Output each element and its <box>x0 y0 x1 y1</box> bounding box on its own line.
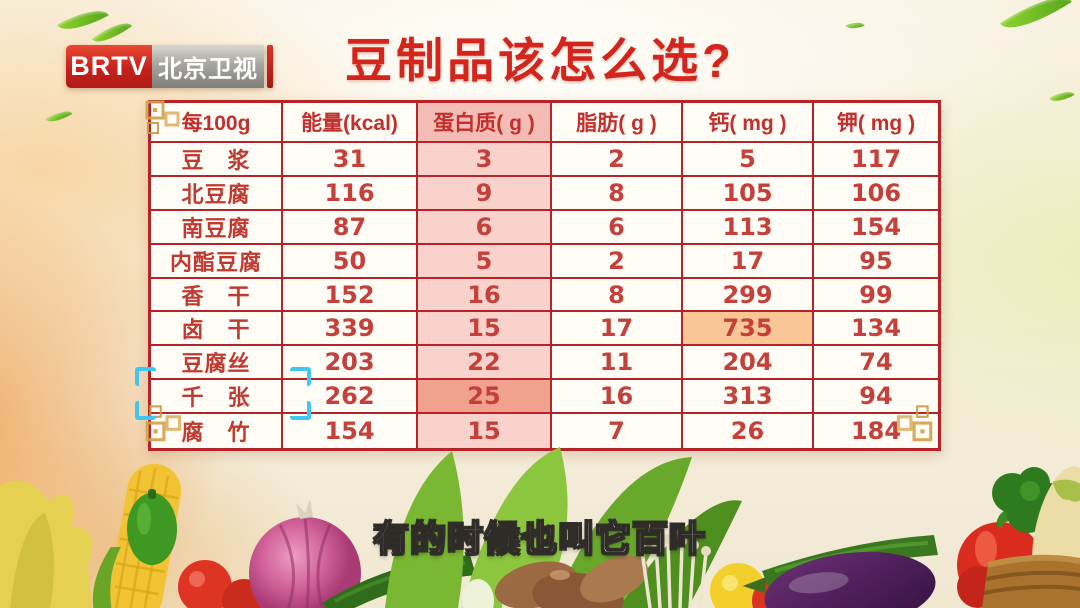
value-cell: 2 <box>552 244 683 279</box>
header-cell: 钾( mg ) <box>814 103 938 143</box>
row-label: 豆 浆 <box>151 143 283 177</box>
vegetables-banner <box>0 447 1080 608</box>
value-cell: 117 <box>814 143 938 177</box>
channel-logo-abbr: BRTV <box>66 45 152 88</box>
value-cell: 94 <box>814 380 938 415</box>
value-cell: 5 <box>418 244 552 279</box>
value-cell: 74 <box>814 346 938 381</box>
value-cell: 17 <box>552 312 683 347</box>
value-cell: 11 <box>552 346 683 381</box>
row-label: 北豆腐 <box>151 176 283 211</box>
value-cell: 16 <box>418 278 552 313</box>
subtitle-caption: 有的时候也叫它百叶 <box>373 519 707 559</box>
channel-logo-name: 北京卫视 <box>152 45 264 88</box>
value-cell: 152 <box>283 278 418 313</box>
value-cell: 134 <box>814 312 938 347</box>
value-cell: 2 <box>552 143 683 177</box>
value-cell-highlight-calcium: 735 <box>683 312 814 347</box>
value-cell: 113 <box>683 210 814 245</box>
header-cell: 每100g <box>151 103 283 143</box>
value-cell: 106 <box>814 177 938 211</box>
value-cell: 203 <box>283 346 418 381</box>
nutrition-table: 每100g 能量(kcal) 蛋白质( g ) 脂肪( g ) 钙( mg ) … <box>148 100 941 452</box>
header-cell: 钙( mg ) <box>683 103 814 143</box>
value-cell: 26 <box>683 414 814 449</box>
value-cell: 8 <box>552 176 683 211</box>
value-cell: 99 <box>814 279 938 313</box>
channel-logo-bar <box>267 45 273 88</box>
value-cell: 105 <box>683 176 814 211</box>
value-cell: 3 <box>418 143 552 177</box>
leaf-icon <box>45 106 73 127</box>
value-cell: 22 <box>418 346 552 381</box>
row-label: 内酯豆腐 <box>151 244 283 279</box>
value-cell: 8 <box>552 278 683 313</box>
row-label: 卤 干 <box>151 312 283 347</box>
header-cell: 脂肪( g ) <box>552 103 683 143</box>
gold-knot-icon <box>896 405 933 442</box>
value-cell: 17 <box>683 244 814 279</box>
value-cell: 6 <box>552 210 683 245</box>
value-cell-highlight-protein: 25 <box>418 380 552 415</box>
value-cell: 204 <box>683 346 814 381</box>
value-cell: 299 <box>683 278 814 313</box>
value-cell: 184 <box>850 417 902 446</box>
row-label: 腐 竹 <box>151 414 283 449</box>
gold-knot-icon <box>145 100 180 134</box>
value-cell: 50 <box>283 244 418 279</box>
gold-knot-icon <box>145 405 182 442</box>
value-cell: 339 <box>283 312 418 347</box>
row-label: 香 干 <box>151 278 283 313</box>
value-cell: 31 <box>283 143 418 177</box>
value-cell: 6 <box>418 210 552 245</box>
value-cell: 154 <box>814 211 938 245</box>
channel-logo: BRTV 北京卫视 <box>66 45 273 88</box>
row-label: 豆腐丝 <box>151 346 283 381</box>
header-cell-protein: 蛋白质( g ) <box>418 103 552 143</box>
row-label-focused: 千 张 <box>151 380 283 415</box>
value-cell: 16 <box>552 380 683 415</box>
value-cell: 154 <box>283 414 418 449</box>
value-cell: 9 <box>418 176 552 211</box>
value-cell: 15 <box>418 312 552 347</box>
value-cell: 116 <box>283 176 418 211</box>
value-cell: 313 <box>683 380 814 415</box>
value-cell: 7 <box>552 414 683 449</box>
header-cell: 能量(kcal) <box>283 103 418 143</box>
value-cell: 95 <box>814 245 938 279</box>
value-cell: 15 <box>418 414 552 449</box>
value-cell: 87 <box>283 210 418 245</box>
value-cell: 5 <box>683 143 814 177</box>
value-cell: 262 <box>283 380 418 415</box>
page-title: 豆制品该怎么选? <box>345 34 735 87</box>
row-label: 南豆腐 <box>151 210 283 245</box>
